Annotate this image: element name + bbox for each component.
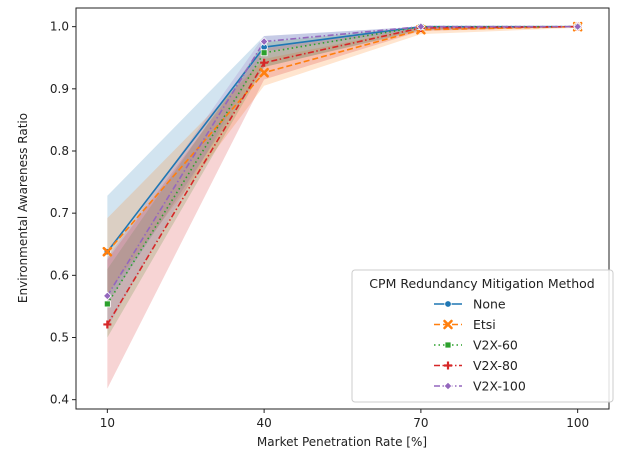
- x-axis-ticks: 10 40 70 100: [100, 409, 589, 430]
- series-markers: [102, 21, 583, 329]
- legend-title: CPM Redundancy Mitigation Method: [369, 276, 594, 291]
- data-point-etsi: [259, 67, 269, 78]
- legend-box: [351, 269, 614, 403]
- legend-label: None: [473, 297, 506, 312]
- x-tick-label: 40: [256, 416, 271, 430]
- legend-marker: [443, 319, 453, 330]
- data-point-etsi: [102, 246, 113, 257]
- x-axis-label: Market Penetration Rate [%]: [257, 435, 427, 449]
- data-point-v2x-60: [260, 49, 268, 57]
- series-line-etsi: [106, 25, 578, 253]
- data-point-v2x-100: [573, 22, 583, 32]
- series-lines: [106, 25, 578, 325]
- data-point-v2x-80: [103, 320, 112, 329]
- y-tick-label: 0.7: [50, 206, 69, 220]
- legend-item-etsi: Etsi: [434, 317, 496, 332]
- ci-band-none: [107, 26, 578, 304]
- ci-band-etsi: [107, 26, 578, 294]
- x-tick-label: 100: [566, 416, 589, 430]
- y-axis-ticks: 0.4 0.5 0.6 0.7 0.8 0.9 1.0: [50, 20, 76, 407]
- legend-item-v2x-80: V2X-80: [434, 358, 518, 373]
- plot-frame: [75, 7, 610, 410]
- confidence-bands: [107, 26, 578, 389]
- ci-band-v2x-80: [107, 26, 578, 389]
- data-point-v2x-100: [102, 291, 112, 301]
- legend-item-v2x-60: V2X-60: [434, 338, 518, 353]
- legend-marker: [443, 381, 453, 391]
- data-point-v2x-80: [260, 58, 269, 67]
- legend-marker: [444, 300, 452, 308]
- series-line-v2x-100: [106, 25, 578, 297]
- y-tick-label: 0.8: [50, 144, 69, 158]
- data-point-v2x-60: [103, 300, 111, 308]
- legend-items: None Etsi V2X-60 V2X-80 V2X-100: [434, 297, 526, 394]
- legend-label: V2X-80: [473, 358, 518, 373]
- ci-band-v2x-60: [107, 26, 578, 338]
- y-tick-label: 0.6: [50, 268, 69, 282]
- legend-item-v2x-100: V2X-100: [434, 379, 526, 394]
- series-line-v2x-80: [106, 25, 578, 325]
- y-tick-label: 1.0: [50, 20, 69, 34]
- ci-band-v2x-100: [107, 26, 578, 329]
- legend-item-none: None: [434, 297, 506, 312]
- y-axis-label: Environmental Awareness Ratio: [16, 113, 30, 303]
- data-point-v2x-100: [416, 22, 426, 32]
- legend: CPM Redundancy Mitigation Method None Ets…: [351, 269, 614, 403]
- y-tick-label: 0.5: [50, 331, 69, 345]
- x-tick-label: 10: [100, 416, 115, 430]
- legend-label: V2X-100: [473, 379, 526, 394]
- x-tick-label: 70: [413, 416, 428, 430]
- legend-marker: [444, 361, 452, 370]
- legend-marker: [444, 341, 452, 349]
- legend-label: V2X-60: [473, 338, 518, 353]
- legend-label: Etsi: [473, 317, 496, 332]
- y-tick-label: 0.4: [50, 393, 69, 407]
- y-tick-label: 0.9: [50, 82, 69, 96]
- data-point-v2x-100: [259, 37, 269, 46]
